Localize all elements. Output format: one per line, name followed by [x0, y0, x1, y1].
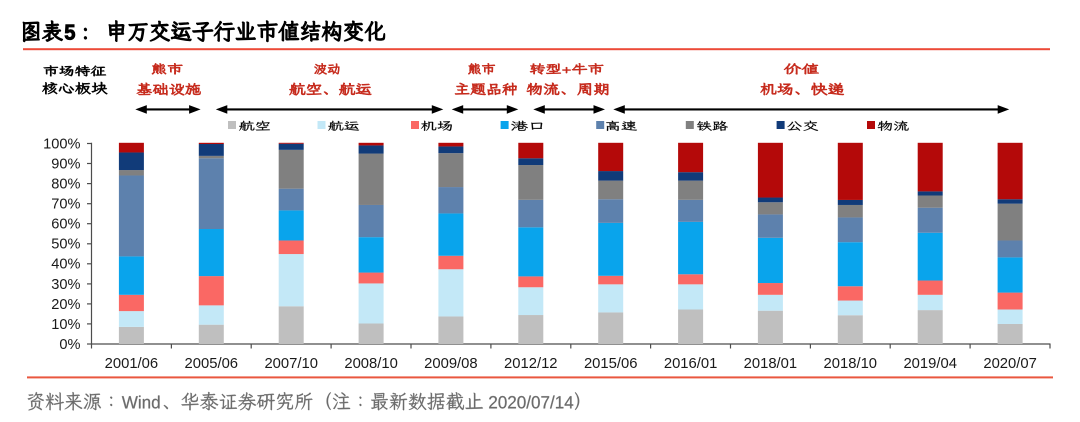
svg-text:2005/06: 2005/06	[185, 356, 239, 372]
svg-text:2008/10: 2008/10	[344, 356, 398, 372]
svg-text:2018/10: 2018/10	[824, 356, 878, 372]
svg-text:40%: 40%	[51, 257, 80, 273]
svg-text:70%: 70%	[51, 197, 80, 213]
svg-text:60%: 60%	[51, 217, 80, 233]
svg-text:2019/04: 2019/04	[903, 356, 957, 372]
svg-text:2018/01: 2018/01	[744, 356, 798, 372]
svg-text:2007/10: 2007/10	[264, 356, 318, 372]
svg-text:30%: 30%	[51, 277, 80, 293]
svg-text:90%: 90%	[51, 156, 80, 172]
svg-text:50%: 50%	[51, 237, 80, 253]
svg-text:10%: 10%	[51, 317, 80, 333]
svg-text:2012/12: 2012/12	[504, 356, 558, 372]
svg-text:2016/01: 2016/01	[664, 356, 718, 372]
svg-text:2015/06: 2015/06	[584, 356, 638, 372]
svg-text:0%: 0%	[59, 337, 80, 353]
svg-text:100%: 100%	[43, 136, 80, 152]
svg-text:20%: 20%	[51, 297, 80, 313]
svg-text:2020/07: 2020/07	[983, 356, 1037, 372]
svg-text:2001/06: 2001/06	[105, 356, 159, 372]
svg-text:80%: 80%	[51, 177, 80, 193]
svg-text:2009/08: 2009/08	[424, 356, 478, 372]
